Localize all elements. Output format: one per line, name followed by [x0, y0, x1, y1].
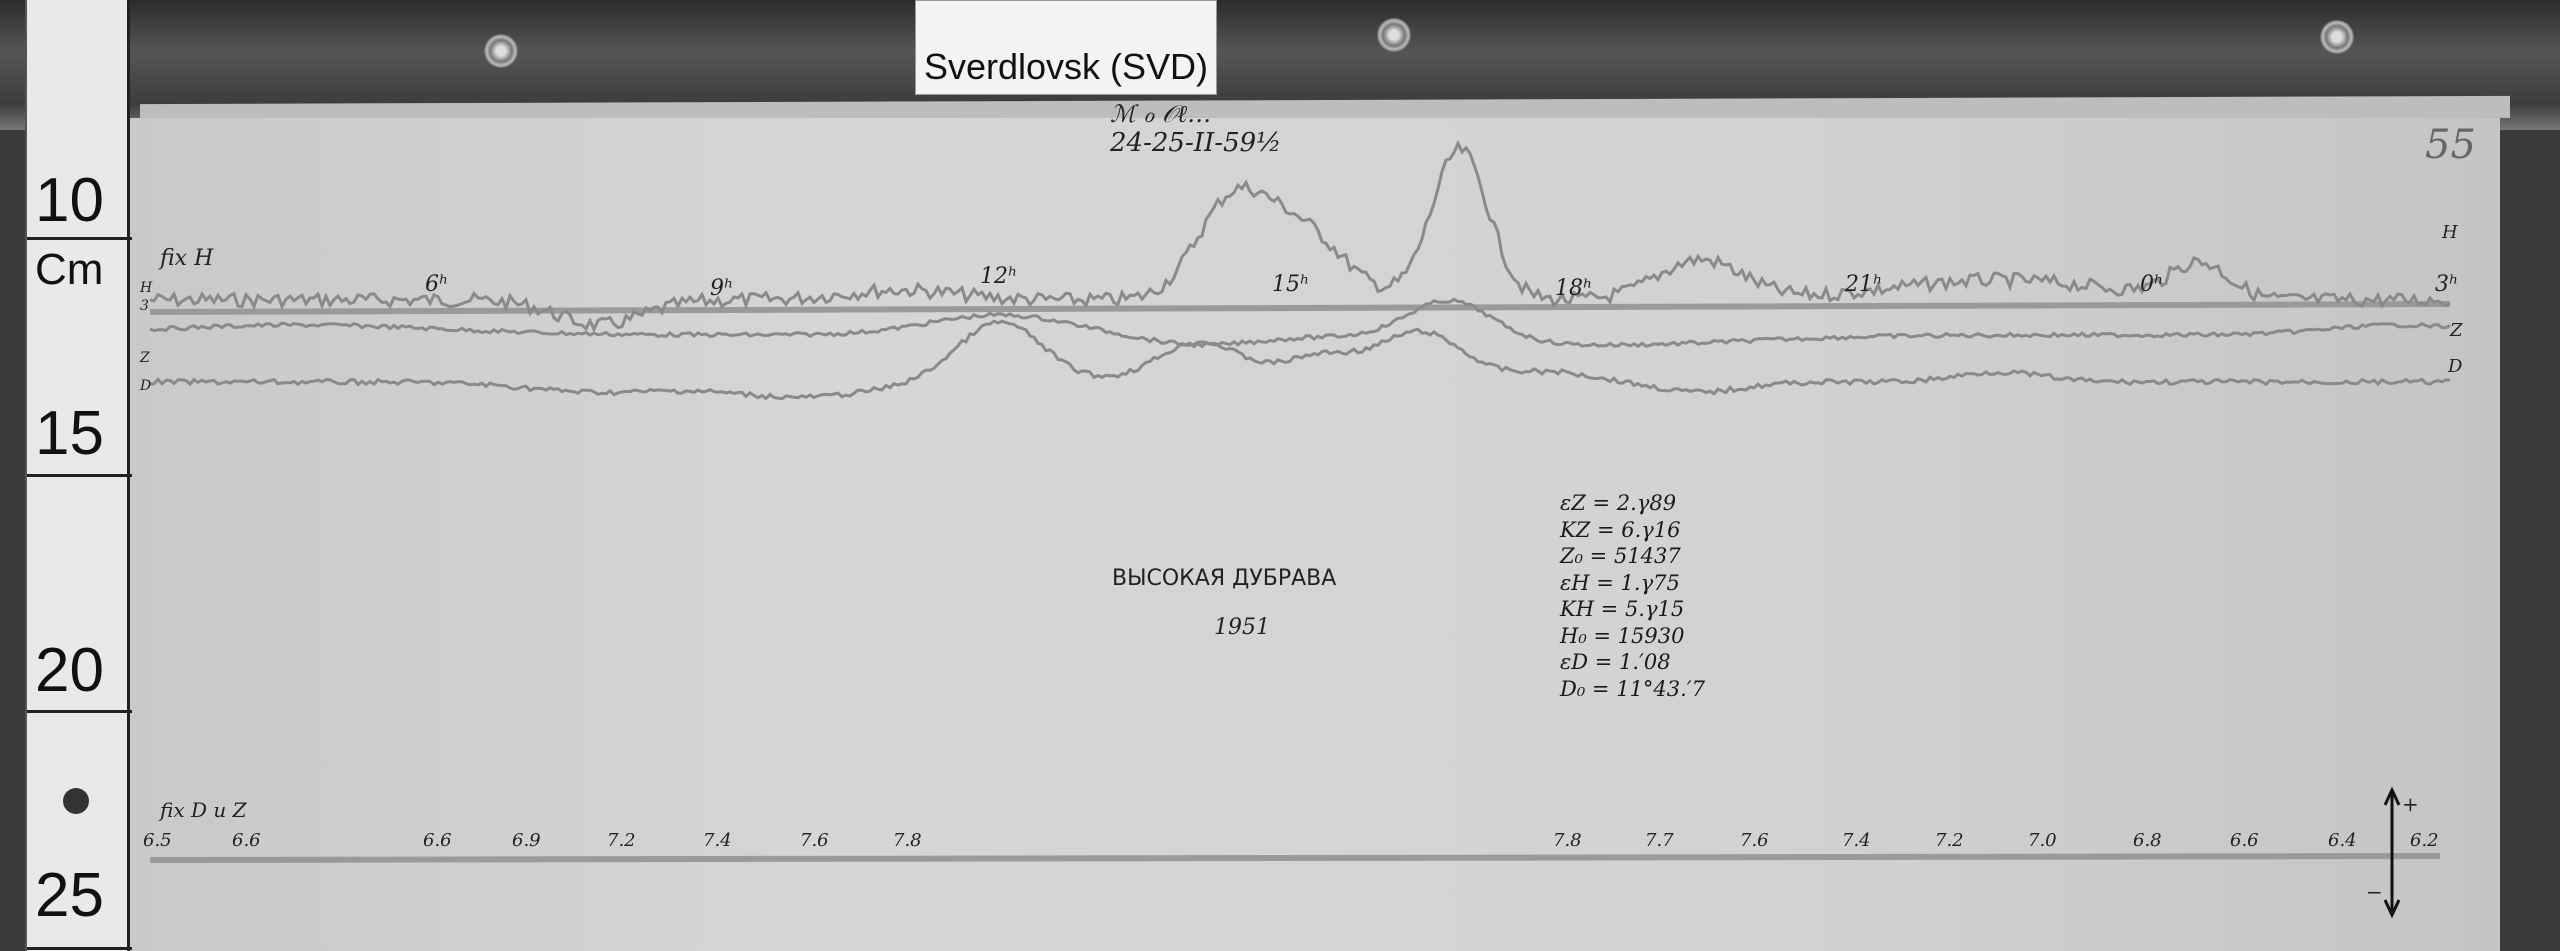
pin-icon	[63, 788, 89, 814]
baseline-value: 6.5	[143, 830, 172, 851]
baseline-value: 7.8	[893, 830, 922, 851]
trace-label-h: H	[2442, 222, 2458, 243]
plus-sign: +	[2402, 792, 2419, 816]
baseline-value: 6.4	[2328, 830, 2357, 851]
ruler-mark-15: 15	[35, 399, 104, 468]
ruler-mark-20: 20	[35, 636, 104, 705]
screw-icon	[2320, 20, 2354, 54]
hour-21: 21ʰ	[1845, 272, 1883, 297]
record-date: 24-25-II-59½	[1110, 128, 1282, 158]
hour-fix-h: fix H	[160, 246, 214, 271]
const-eh: εH = 1.γ75	[1560, 570, 1680, 595]
baseline-value: 7.6	[1740, 830, 1769, 851]
station-label-card: Sverdlovsk (SVD)	[915, 0, 1217, 95]
ruler-unit: Cm	[35, 245, 104, 294]
trace-label-left-d: D	[140, 378, 152, 394]
baseline-value: 6.6	[2230, 830, 2259, 851]
hour-15: 15ʰ	[1272, 272, 1310, 297]
magnetogram-paper	[130, 118, 2500, 951]
baseline-value: 7.0	[2028, 830, 2057, 851]
trace-label-z: Z	[2450, 320, 2463, 341]
baseline-value: 7.4	[1842, 830, 1871, 851]
page-number: 55	[2425, 122, 2476, 168]
baseline-value: 6.6	[423, 830, 452, 851]
const-ez: εZ = 2.γ89	[1560, 491, 1677, 515]
const-h0: H₀ = 15930	[1560, 623, 1685, 648]
cm-ruler: 10 Cm 15 20 25	[25, 0, 132, 951]
hour-9: 9ʰ	[710, 276, 734, 301]
hour-6: 6ʰ	[425, 272, 449, 297]
trace-label-left-h: H	[140, 280, 153, 296]
baseline-value: 6.2	[2410, 830, 2439, 851]
hour-18: 18ʰ	[1555, 276, 1593, 301]
screw-icon	[1377, 18, 1411, 52]
dz-baseline	[149, 853, 2441, 863]
baseline-value: 7.2	[607, 830, 636, 851]
baseline-value: 6.6	[232, 830, 261, 851]
ruler-mark-25: 25	[35, 861, 104, 930]
hour-12: 12ʰ	[980, 264, 1018, 289]
const-z0: Z₀ = 51437	[1560, 544, 1681, 568]
const-d0: D₀ = 11°43.′7	[1560, 676, 1705, 701]
baseline-value: 7.6	[800, 830, 829, 851]
station-name: ВЫСОКАЯ ДУБРАВА	[1112, 566, 1337, 591]
baseline-value: 7.8	[1553, 830, 1582, 851]
trace-label-left-z: Z	[140, 350, 150, 366]
baseline-label: fix D u Z	[160, 798, 247, 822]
baseline-value: 7.7	[1645, 830, 1674, 851]
baseline-value: 6.8	[2133, 830, 2162, 851]
trace-label-left-3: 3	[140, 298, 149, 314]
hour-3: 3ʰ	[2435, 272, 2459, 297]
const-kh: KH = 5.γ15	[1560, 597, 1685, 621]
baseline-value: 7.2	[1935, 830, 1964, 851]
d-trace	[149, 319, 2451, 401]
minus-sign: −	[2366, 880, 2383, 904]
screw-icon	[484, 34, 518, 68]
baseline-value: 7.4	[703, 830, 732, 851]
hour-0: 0ʰ	[2140, 272, 2164, 297]
station-year: 1951	[1214, 615, 1270, 640]
const-ed: εD = 1.′08	[1560, 650, 1671, 674]
const-kz: KZ = 6.γ16	[1560, 517, 1681, 542]
ruler-mark-10: 10	[35, 166, 104, 235]
baseline-value: 6.9	[512, 830, 541, 851]
h-trace	[149, 139, 2451, 334]
calibration-constants: εZ = 2.γ89 KZ = 6.γ16 Z₀ = 51437 εH = 1.…	[1560, 490, 1705, 702]
header-note: ℳ ℴ 𝒪ℓ…	[1110, 100, 1212, 128]
trace-label-d: D	[2448, 356, 2463, 377]
z-trace	[149, 297, 2451, 349]
